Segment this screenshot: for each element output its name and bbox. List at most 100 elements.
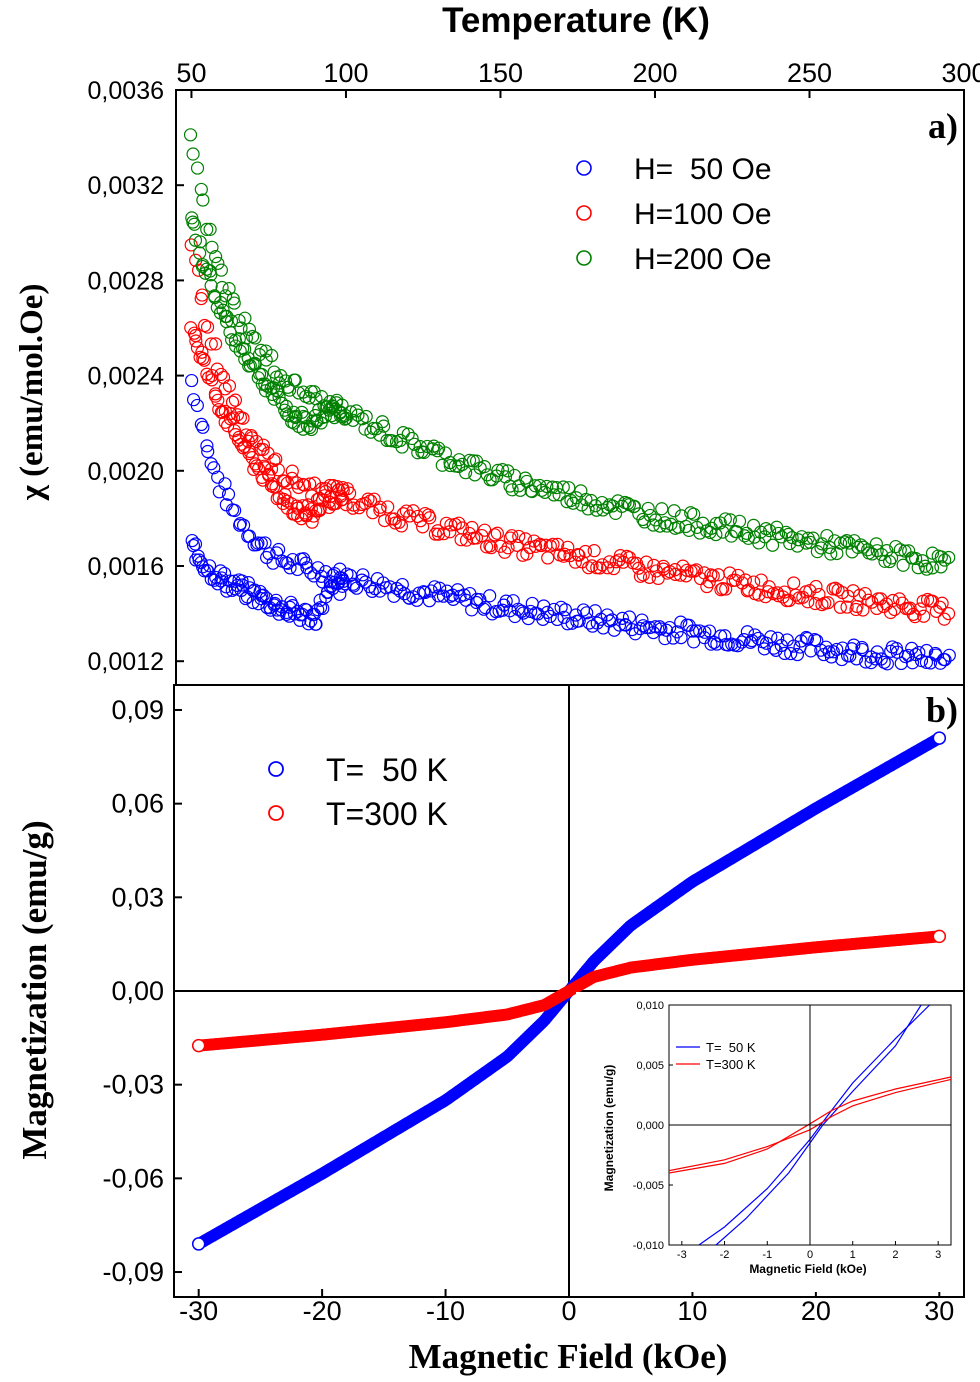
panel-a-point <box>185 533 199 548</box>
panel-a-point <box>774 530 789 544</box>
panel-a-point <box>432 441 446 455</box>
panel-a-point <box>658 516 672 530</box>
panel-a-point <box>428 527 442 541</box>
panel-a-point <box>307 385 321 399</box>
panel-a-point <box>193 246 207 260</box>
panel-a-point <box>828 581 842 595</box>
panel-a-point <box>351 408 365 422</box>
panel-a-point <box>636 512 650 527</box>
panel-a-point <box>350 581 364 595</box>
panel-a-point <box>824 547 838 561</box>
panel-b-ticks: -30 -20 -10 0 10 20 30-0,09-0,06-0,030,000,030… <box>102 695 954 1326</box>
panel-a-point <box>909 551 923 566</box>
panel-a-x-tick-label: 300 <box>941 58 980 88</box>
panel-b-y-tick-label: -0,03 <box>102 1070 164 1100</box>
panel-a-point <box>190 341 205 355</box>
panel-a-point <box>336 574 351 588</box>
panel-a-point <box>195 259 210 274</box>
panel-a-point <box>660 566 675 580</box>
panel-a-point <box>224 314 239 328</box>
panel-a-point <box>512 529 526 544</box>
panel-a-point <box>188 537 203 551</box>
panel-a-point <box>925 561 940 575</box>
panel-a-point <box>236 518 251 532</box>
panel-a-point <box>808 633 822 647</box>
panel-a-point <box>613 548 628 563</box>
panel-a-chart: 50 100 150 200 250 300 0,0012 0,0016 0,0020 0,002… <box>14 1 980 686</box>
panel-a-point <box>719 582 733 596</box>
panel-a-point <box>336 410 350 424</box>
panel-a-point <box>706 569 720 583</box>
panel-a-point <box>714 583 728 597</box>
panel-a-point <box>283 600 297 614</box>
panel-b-x-tick-label: 20 <box>801 1296 831 1326</box>
panel-a-y-tick-label: 0,0020 <box>88 458 164 486</box>
panel-a-point <box>543 609 557 624</box>
panel-a-label: a) <box>928 106 958 146</box>
panel-a-point <box>238 342 252 356</box>
panel-a-point <box>664 517 678 531</box>
panel-a-point <box>309 617 323 631</box>
panel-a-point <box>815 537 829 551</box>
panel-a-point <box>209 250 223 264</box>
panel-a-point <box>723 513 737 527</box>
panel-a-point <box>847 534 861 548</box>
panel-a-point <box>208 387 223 401</box>
panel-a-point <box>582 616 596 630</box>
panel-a-point <box>689 624 703 638</box>
inset-x-tick-label: -1 <box>762 1249 772 1261</box>
panel-a-point <box>238 311 252 325</box>
panel-b-y-tick-label: 0,03 <box>111 882 164 912</box>
panel-b-end-point <box>191 1038 206 1053</box>
panel-a-point <box>318 410 332 424</box>
panel-a-point <box>641 501 655 516</box>
panel-a-point <box>395 577 409 592</box>
panel-a-point <box>920 562 934 576</box>
panel-a-point <box>942 648 956 662</box>
panel-a-point <box>251 462 266 476</box>
panel-a-point <box>193 235 207 249</box>
panel-a-point <box>355 573 369 587</box>
panel-a-point <box>435 458 449 472</box>
inset-y-tick-label: 0,005 <box>636 1060 664 1072</box>
panel-a-point <box>226 292 240 306</box>
panel-a-point <box>838 535 852 549</box>
panel-a-y-tick-label: 0,0036 <box>88 77 164 105</box>
panel-a-point <box>209 337 223 351</box>
inset-curve-inset_red-upper <box>669 1076 951 1174</box>
panel-a-point <box>700 579 714 594</box>
panel-a-point <box>790 647 805 662</box>
panel-a-y-tick-label: 0,0032 <box>88 172 164 200</box>
panel-a-point <box>274 369 288 383</box>
panel-a-point <box>361 492 375 506</box>
panel-a-point <box>212 402 226 417</box>
panel-a-point <box>248 356 262 371</box>
panel-a-point <box>186 147 200 161</box>
panel-a-point <box>826 645 840 659</box>
panel-a-point <box>385 434 399 448</box>
panel-a-point <box>423 511 437 525</box>
panel-a-point <box>886 593 900 608</box>
panel-a-point <box>902 544 916 558</box>
panel-a-point <box>748 628 762 642</box>
panel-a-legend-label: H=200 Oe <box>634 243 772 276</box>
panel-a-point <box>709 527 723 542</box>
panel-b-legend-label: T= 50 K <box>326 752 448 788</box>
panel-a-point <box>647 558 661 572</box>
panel-a-point <box>190 398 204 413</box>
panel-a-point <box>628 627 642 641</box>
panel-a-point <box>430 444 444 458</box>
panel-a-point <box>194 182 208 197</box>
panel-a-point <box>933 656 947 670</box>
panel-a-point <box>579 492 593 507</box>
panel-b-y-tick-label: 0,06 <box>111 789 164 819</box>
panel-a-point <box>378 514 392 528</box>
panel-a-point <box>340 482 354 496</box>
panel-a-point <box>581 502 595 516</box>
panel-a-point <box>459 533 474 547</box>
panel-a-point <box>702 624 717 638</box>
panel-a-point <box>693 526 707 540</box>
panel-a-y-tick-label: 0,0012 <box>88 648 164 676</box>
panel-a-point <box>679 569 693 583</box>
panel-a-point <box>205 368 219 383</box>
